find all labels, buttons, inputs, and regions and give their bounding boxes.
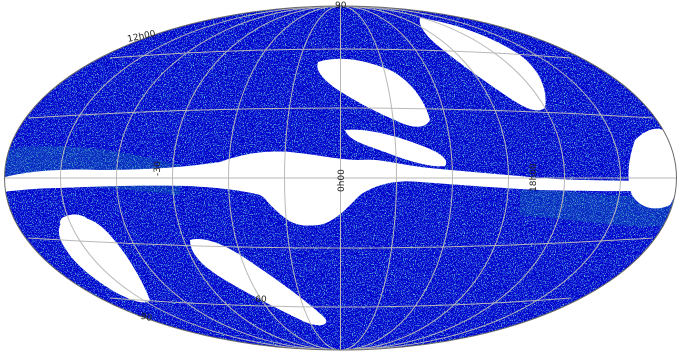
map-outline [4,5,677,351]
north-lobe-gap [317,58,430,127]
label-right-ra: 18h00 [529,163,539,192]
upper-right-gap [419,18,546,111]
central-bulge-gap [250,153,344,226]
label-center-ra: 0h00 [337,169,347,192]
left-mid-gap [60,214,90,231]
right-edge-gap [628,128,677,209]
label-left-dec: -30 [153,161,163,176]
label-lower-dec: -60 [252,295,267,305]
parallel-minus-30 [27,237,654,249]
left-low-gap [58,217,150,303]
parallel-plus-30 [27,107,654,119]
parallel-minus-60 [109,297,572,308]
label-north-pole: 90 [335,1,347,11]
lower-band-gap [190,239,327,326]
label-lower-left-dec: -90 [136,311,153,324]
parallel-plus-60 [109,48,572,59]
